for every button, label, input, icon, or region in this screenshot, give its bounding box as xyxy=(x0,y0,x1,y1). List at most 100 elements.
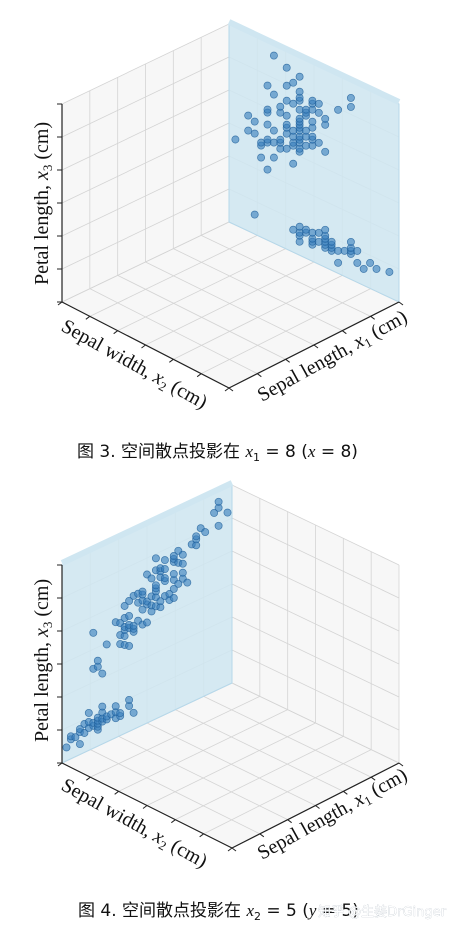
data-point xyxy=(151,581,160,590)
x-tick xyxy=(228,387,234,392)
data-point xyxy=(257,153,266,162)
data-point xyxy=(308,117,317,126)
data-point xyxy=(138,587,147,596)
projection-plane-rim xyxy=(60,480,234,566)
grid-line xyxy=(203,749,372,835)
data-point xyxy=(263,120,272,129)
x-tick xyxy=(257,373,262,378)
y-tick xyxy=(141,344,146,349)
figure-caption: 图 4. 空间散点投影在 x2 = 5 (y = 5) xyxy=(78,901,359,923)
data-point xyxy=(282,96,291,105)
data-point xyxy=(346,102,355,111)
data-point xyxy=(321,225,330,234)
data-point xyxy=(174,579,183,588)
y-tick xyxy=(57,301,63,306)
data-point xyxy=(282,111,291,120)
x-tick xyxy=(231,847,237,852)
data-point xyxy=(183,578,192,587)
data-point xyxy=(314,228,323,237)
data-point xyxy=(269,126,278,135)
data-point xyxy=(129,708,138,717)
data-point xyxy=(263,135,272,144)
data-point xyxy=(160,565,169,574)
data-point xyxy=(346,93,355,102)
data-point xyxy=(308,132,317,141)
data-point xyxy=(250,129,259,138)
floor xyxy=(62,683,399,848)
data-point xyxy=(276,135,285,144)
data-point xyxy=(169,593,178,602)
data-point xyxy=(295,114,304,123)
data-point xyxy=(269,153,278,162)
x-tick xyxy=(259,833,265,838)
data-point xyxy=(169,551,178,560)
grid-line xyxy=(61,56,230,138)
data-point xyxy=(116,709,125,718)
data-point xyxy=(314,138,323,147)
y-tick xyxy=(171,819,176,824)
data-point xyxy=(353,258,362,267)
data-point xyxy=(138,605,147,614)
x-tick xyxy=(398,762,404,767)
data-point xyxy=(334,258,343,267)
data-point xyxy=(282,81,291,90)
x-tick xyxy=(398,301,404,306)
x-tick xyxy=(342,330,347,335)
y-tick xyxy=(199,833,204,838)
data-point xyxy=(244,126,253,135)
data-point xyxy=(71,733,80,742)
data-point xyxy=(353,246,362,255)
scatter-points xyxy=(231,51,394,276)
data-point xyxy=(302,225,310,234)
data-point xyxy=(276,102,285,111)
figure-caption: 图 3. 空间散点投影在 x1 = 8 (x = 8) xyxy=(77,442,358,464)
axis-lines xyxy=(57,103,404,392)
data-point xyxy=(125,611,134,620)
data-point xyxy=(169,584,178,593)
data-point xyxy=(321,114,330,123)
data-point xyxy=(125,641,134,650)
x-tick xyxy=(287,819,292,824)
data-point xyxy=(269,90,278,99)
data-point xyxy=(178,550,187,559)
scatter-points xyxy=(62,497,232,752)
data-point xyxy=(289,225,298,234)
grid-line xyxy=(231,484,400,566)
data-point xyxy=(263,81,272,90)
data-point xyxy=(62,743,71,752)
watermark: 知乎 @生姜DrGinger xyxy=(318,904,447,920)
floor xyxy=(62,222,399,388)
data-point xyxy=(346,237,355,246)
z-axis-label: Petal length, x3 (cm) xyxy=(31,579,55,742)
data-point xyxy=(102,640,111,649)
data-point xyxy=(93,656,102,665)
data-point xyxy=(201,528,210,537)
data-point xyxy=(263,165,272,174)
data-point xyxy=(120,602,129,610)
data-point xyxy=(214,497,223,506)
grid-line xyxy=(231,517,400,599)
y-tick xyxy=(85,315,91,320)
data-point xyxy=(129,621,138,630)
data-point xyxy=(269,51,278,60)
y-tick xyxy=(227,847,233,852)
data-point xyxy=(147,574,156,583)
chart-panel-figure-4: Petal length, x3 (cm) Sepal width, x2 (c… xyxy=(31,480,447,923)
data-point xyxy=(295,222,304,231)
z-axis-label: Petal length, x3 (cm) xyxy=(31,122,55,285)
data-point xyxy=(178,559,187,568)
chart-panel-figure-3: Petal length, x3 (cm) Sepal width, x2 (c… xyxy=(31,19,411,464)
x-tick xyxy=(315,805,320,809)
y-tick xyxy=(114,790,119,795)
data-point xyxy=(80,729,89,737)
data-point xyxy=(125,695,134,704)
data-point xyxy=(289,159,298,168)
data-point xyxy=(250,210,259,219)
data-point xyxy=(98,702,107,711)
grid-line xyxy=(231,682,400,764)
data-point xyxy=(366,258,375,267)
data-point xyxy=(282,120,291,129)
y-tick xyxy=(196,373,202,378)
data-point xyxy=(372,264,381,273)
